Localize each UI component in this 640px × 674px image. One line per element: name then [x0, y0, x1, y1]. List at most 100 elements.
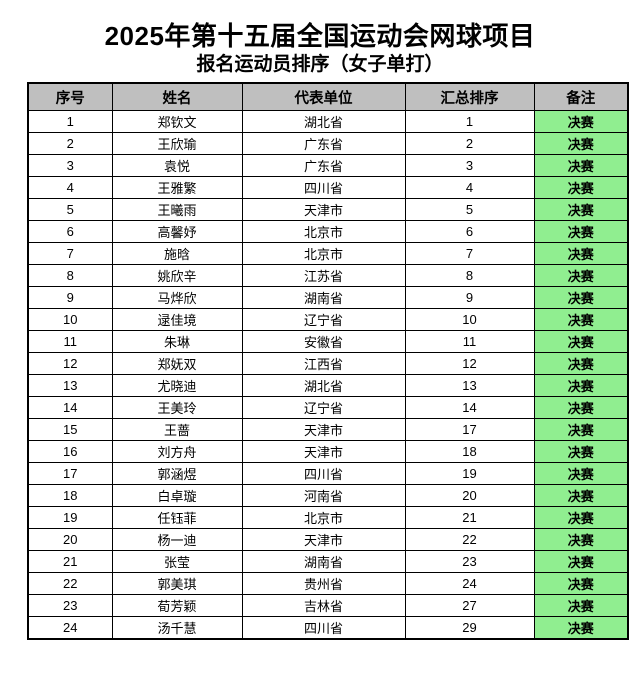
cell-remarks: 决赛: [533, 242, 629, 265]
cell-overall-rank: 18: [404, 440, 535, 463]
cell-overall-rank: 11: [404, 330, 535, 353]
cell-remarks: 决赛: [533, 550, 629, 573]
table-row: 11 朱琳 安徽省 11 决赛: [27, 330, 629, 353]
table-row: 13 尤晓迪 湖北省 13 决赛: [27, 374, 629, 397]
cell-overall-rank: 4: [404, 176, 535, 199]
table-row: 23 荀芳颖 吉林省 27 决赛: [27, 594, 629, 617]
cell-name: 郭涵煜: [111, 462, 243, 485]
cell-remarks: 决赛: [533, 264, 629, 287]
cell-overall-rank: 27: [404, 594, 535, 617]
cell-unit: 天津市: [241, 198, 406, 221]
header-unit: 代表单位: [241, 82, 406, 111]
cell-overall-rank: 3: [404, 154, 535, 177]
cell-unit: 辽宁省: [241, 308, 406, 331]
table-row: 24 汤千慧 四川省 29 决赛: [27, 616, 629, 640]
cell-overall-rank: 23: [404, 550, 535, 573]
cell-unit: 河南省: [241, 484, 406, 507]
cell-serial-number: 6: [27, 220, 113, 243]
cell-overall-rank: 7: [404, 242, 535, 265]
cell-name: 郑钦文: [111, 110, 243, 133]
cell-unit: 湖南省: [241, 286, 406, 309]
cell-serial-number: 7: [27, 242, 113, 265]
cell-unit: 天津市: [241, 440, 406, 463]
cell-name: 尤晓迪: [111, 374, 243, 397]
cell-unit: 四川省: [241, 462, 406, 485]
cell-remarks: 决赛: [533, 418, 629, 441]
cell-overall-rank: 19: [404, 462, 535, 485]
cell-serial-number: 8: [27, 264, 113, 287]
cell-unit: 北京市: [241, 220, 406, 243]
table-row: 4 王雅繁 四川省 4 决赛: [27, 176, 629, 199]
cell-overall-rank: 14: [404, 396, 535, 419]
cell-overall-rank: 8: [404, 264, 535, 287]
cell-name: 马烨欣: [111, 286, 243, 309]
table-row: 10 逯佳境 辽宁省 10 决赛: [27, 308, 629, 331]
cell-remarks: 决赛: [533, 176, 629, 199]
cell-name: 姚欣辛: [111, 264, 243, 287]
table-row: 17 郭涵煜 四川省 19 决赛: [27, 462, 629, 485]
cell-overall-rank: 21: [404, 506, 535, 529]
cell-name: 郑妩双: [111, 352, 243, 375]
cell-unit: 北京市: [241, 242, 406, 265]
cell-name: 刘方舟: [111, 440, 243, 463]
cell-remarks: 决赛: [533, 506, 629, 529]
header-overall-rank: 汇总排序: [404, 82, 535, 111]
cell-remarks: 决赛: [533, 440, 629, 463]
cell-remarks: 决赛: [533, 616, 629, 640]
cell-serial-number: 4: [27, 176, 113, 199]
table-row: 14 王美玲 辽宁省 14 决赛: [27, 396, 629, 419]
table-row: 15 王蔷 天津市 17 决赛: [27, 418, 629, 441]
cell-serial-number: 1: [27, 110, 113, 133]
cell-name: 汤千慧: [111, 616, 243, 640]
cell-name: 朱琳: [111, 330, 243, 353]
cell-overall-rank: 29: [404, 616, 535, 640]
table-row: 16 刘方舟 天津市 18 决赛: [27, 440, 629, 463]
cell-unit: 贵州省: [241, 572, 406, 595]
cell-overall-rank: 5: [404, 198, 535, 221]
cell-unit: 四川省: [241, 616, 406, 640]
table-row: 20 杨一迪 天津市 22 决赛: [27, 528, 629, 551]
cell-unit: 广东省: [241, 132, 406, 155]
cell-unit: 四川省: [241, 176, 406, 199]
athletes-table: 序号 姓名 代表单位 汇总排序 备注 1 郑钦文 湖北省 1 决赛 2 王欣瑜 广东省 2 决赛 3…: [27, 82, 629, 640]
cell-overall-rank: 6: [404, 220, 535, 243]
cell-serial-number: 12: [27, 352, 113, 375]
table-row: 12 郑妩双 江西省 12 决赛: [27, 352, 629, 375]
page: 2025年第十五届全国运动会网球项目 报名运动员排序（女子单打） 序号 姓名 代…: [0, 20, 640, 674]
cell-name: 杨一迪: [111, 528, 243, 551]
cell-serial-number: 24: [27, 616, 113, 640]
cell-unit: 广东省: [241, 154, 406, 177]
cell-serial-number: 9: [27, 286, 113, 309]
cell-unit: 湖南省: [241, 550, 406, 573]
cell-remarks: 决赛: [533, 330, 629, 353]
page-subtitle: 报名运动员排序（女子单打）: [196, 54, 444, 75]
cell-remarks: 决赛: [533, 308, 629, 331]
cell-serial-number: 11: [27, 330, 113, 353]
table-row: 22 郭美琪 贵州省 24 决赛: [27, 572, 629, 595]
cell-remarks: 决赛: [533, 154, 629, 177]
cell-overall-rank: 24: [404, 572, 535, 595]
cell-unit: 北京市: [241, 506, 406, 529]
cell-unit: 天津市: [241, 418, 406, 441]
cell-name: 袁悦: [111, 154, 243, 177]
cell-serial-number: 5: [27, 198, 113, 221]
cell-serial-number: 13: [27, 374, 113, 397]
table-row: 18 白卓璇 河南省 20 决赛: [27, 484, 629, 507]
cell-name: 高馨妤: [111, 220, 243, 243]
cell-serial-number: 20: [27, 528, 113, 551]
cell-name: 张莹: [111, 550, 243, 573]
cell-serial-number: 2: [27, 132, 113, 155]
cell-serial-number: 22: [27, 572, 113, 595]
cell-unit: 江苏省: [241, 264, 406, 287]
table-row: 19 任钰菲 北京市 21 决赛: [27, 506, 629, 529]
cell-name: 王蔷: [111, 418, 243, 441]
cell-serial-number: 14: [27, 396, 113, 419]
cell-remarks: 决赛: [533, 484, 629, 507]
cell-overall-rank: 22: [404, 528, 535, 551]
cell-overall-rank: 9: [404, 286, 535, 309]
cell-name: 荀芳颖: [111, 594, 243, 617]
table-row: 8 姚欣辛 江苏省 8 决赛: [27, 264, 629, 287]
cell-unit: 天津市: [241, 528, 406, 551]
cell-overall-rank: 2: [404, 132, 535, 155]
table-row: 6 高馨妤 北京市 6 决赛: [27, 220, 629, 243]
